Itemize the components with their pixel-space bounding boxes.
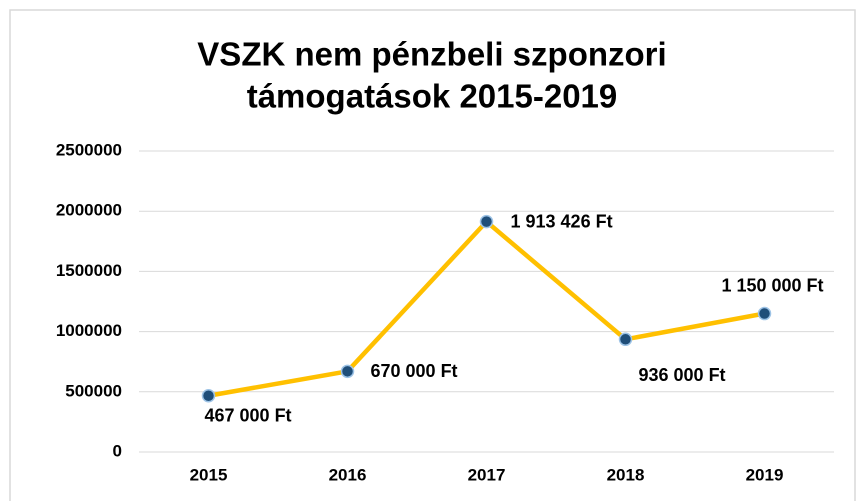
point-marker	[340, 364, 355, 379]
point-marker	[201, 389, 216, 403]
y-tick-label: 1500000	[56, 261, 122, 280]
data-label: 1 913 426 Ft	[511, 211, 613, 231]
data-label: 1 150 000 Ft	[721, 275, 823, 295]
x-tick-label: 2019	[746, 465, 784, 484]
x-tick-label: 2016	[329, 465, 367, 484]
chart-border	[9, 9, 856, 501]
x-tick-label: 2018	[607, 465, 645, 484]
chart-title: VSZK nem pénzbeli szponzori	[197, 36, 666, 73]
y-tick-label: 2500000	[56, 140, 122, 159]
x-tick-label: 2015	[190, 465, 228, 484]
point-marker	[479, 214, 494, 229]
y-tick-label: 2000000	[56, 201, 122, 220]
point-marker	[618, 332, 633, 347]
data-label: 670 000 Ft	[371, 361, 458, 381]
point-marker	[757, 306, 772, 321]
y-tick-label: 0	[113, 441, 122, 460]
y-tick-label: 1000000	[56, 321, 122, 340]
data-label: 936 000 Ft	[639, 365, 726, 385]
y-tick-label: 500000	[65, 381, 122, 400]
chart-title: támogatások 2015-2019	[247, 78, 618, 115]
data-label: 467 000 Ft	[205, 406, 292, 426]
x-tick-label: 2017	[468, 465, 506, 484]
